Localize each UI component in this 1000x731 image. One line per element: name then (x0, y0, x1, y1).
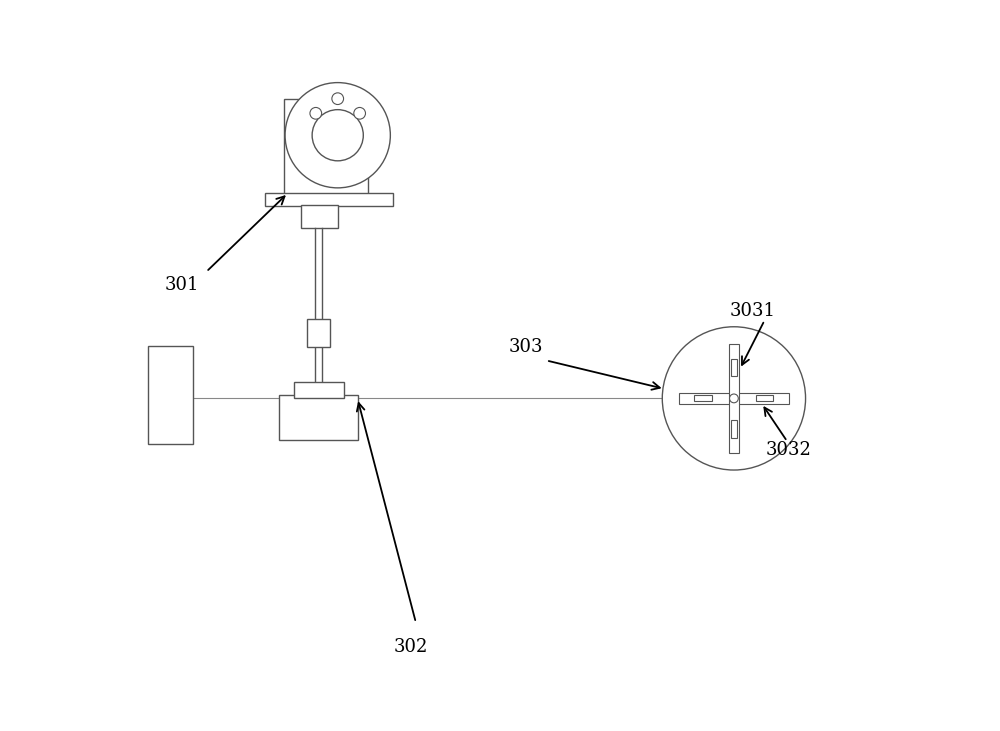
Circle shape (310, 107, 322, 119)
Circle shape (285, 83, 390, 188)
Text: 301: 301 (165, 276, 199, 294)
Bar (148, 346, 193, 444)
Text: 3031: 3031 (729, 302, 775, 319)
Bar (301, 205, 338, 228)
Circle shape (354, 107, 365, 119)
Bar (729, 344, 739, 453)
Bar (679, 393, 789, 404)
Bar (265, 193, 393, 206)
Bar (294, 382, 344, 398)
Bar (284, 99, 368, 197)
Text: 303: 303 (508, 338, 543, 356)
Bar (279, 395, 358, 440)
Bar (694, 395, 712, 401)
Circle shape (312, 110, 363, 161)
Bar (731, 359, 737, 376)
Text: 3032: 3032 (766, 441, 812, 458)
Bar (307, 319, 330, 347)
Circle shape (730, 394, 738, 403)
Text: 302: 302 (394, 638, 428, 656)
Circle shape (332, 93, 344, 105)
Circle shape (662, 327, 806, 470)
Bar (756, 395, 773, 401)
Bar (731, 420, 737, 438)
